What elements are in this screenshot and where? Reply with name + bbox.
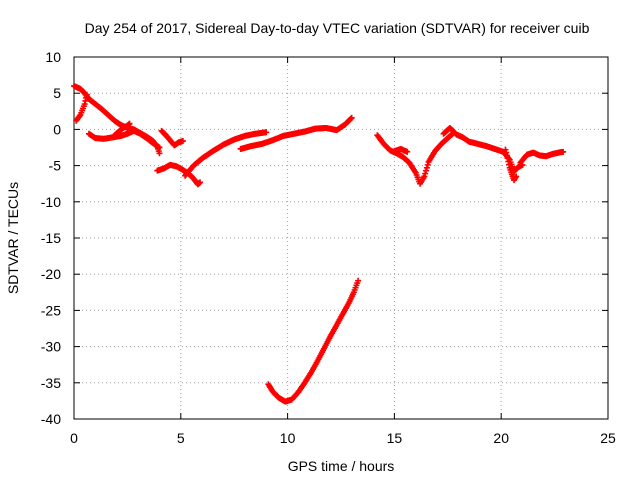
data-point [347, 115, 354, 122]
chart-title: Day 254 of 2017, Sidereal Day-to-day VTE… [85, 20, 590, 36]
y-axis-label: SDTVAR / TECUs [5, 182, 21, 294]
y-tick-label: -5 [49, 158, 62, 174]
y-tick-label: 5 [53, 85, 61, 101]
data-point [76, 113, 83, 120]
x-tick-label: 0 [70, 430, 78, 446]
y-tick-label: -35 [41, 375, 61, 391]
data-point [156, 150, 163, 157]
y-tick-label: -10 [41, 194, 61, 210]
data-point [348, 114, 355, 121]
y-tick-label: -15 [41, 230, 61, 246]
grid-lines [74, 57, 608, 419]
y-tick-label: -40 [41, 411, 61, 427]
data-point [421, 173, 428, 180]
x-tick-label: 10 [280, 430, 296, 446]
y-tick-label: 0 [53, 121, 61, 137]
data-point [197, 179, 204, 186]
series-arc13 [502, 146, 520, 184]
series-arc10 [374, 129, 458, 187]
series-arc12 [440, 124, 526, 175]
data-point [513, 173, 520, 180]
series-arc4 [111, 120, 133, 139]
series-arc2 [73, 91, 90, 124]
data-points [71, 82, 567, 405]
data-point [404, 148, 411, 155]
data-point [560, 148, 567, 155]
x-tick-label: 25 [600, 430, 616, 446]
x-tick-labels: 0 5 10 15 20 25 [70, 430, 616, 446]
y-tick-label: -25 [41, 302, 61, 318]
series-arc9 [265, 277, 362, 405]
data-point [156, 144, 163, 151]
series-arc11 [391, 145, 411, 155]
y-tick-label: 10 [45, 49, 61, 65]
data-point [126, 120, 133, 127]
x-axis-label: GPS time / hours [288, 458, 395, 474]
axis-ticks [73, 56, 609, 420]
data-point [424, 161, 431, 168]
x-tick-label: 15 [387, 430, 403, 446]
series-arc8 [237, 114, 355, 152]
x-tick-label: 20 [493, 430, 509, 446]
y-tick-label: -30 [41, 339, 61, 355]
x-tick-label: 5 [177, 430, 185, 446]
data-point [423, 167, 430, 174]
data-point [423, 164, 430, 171]
data-point [263, 129, 270, 136]
series-arc3 [85, 127, 163, 151]
data-point [422, 170, 429, 177]
series-arc14 [517, 148, 567, 166]
y-tick-labels: 10 5 0 -5 -10 -15 -20 -25 -30 -35 -40 [41, 49, 61, 427]
data-point [355, 277, 362, 284]
series-arc7 [182, 129, 270, 179]
series-arc5 [158, 127, 186, 149]
data-point [83, 91, 90, 98]
y-tick-label: -20 [41, 266, 61, 282]
data-point [179, 137, 186, 144]
